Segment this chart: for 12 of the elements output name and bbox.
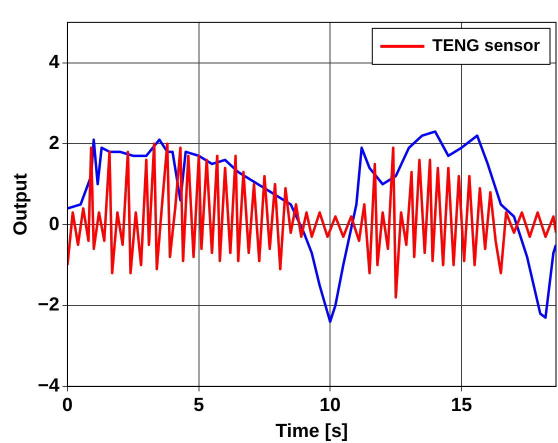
x-tick-label: 0 <box>62 395 73 416</box>
y-tick-label: 2 <box>48 132 60 154</box>
y-tick-label: 4 <box>48 52 60 74</box>
y-axis-title: Output <box>10 172 32 236</box>
x-tick-label: 15 <box>450 395 472 416</box>
y-tick-label: −4 <box>38 376 60 397</box>
x-tick-label: 10 <box>320 395 341 416</box>
y-tick-label: −2 <box>38 294 60 316</box>
y-tick-label: 0 <box>48 214 60 235</box>
legend-label: TENG sensor <box>432 36 540 56</box>
x-axis-title: Time [s] <box>275 420 348 442</box>
x-tick-label: 5 <box>194 395 204 416</box>
